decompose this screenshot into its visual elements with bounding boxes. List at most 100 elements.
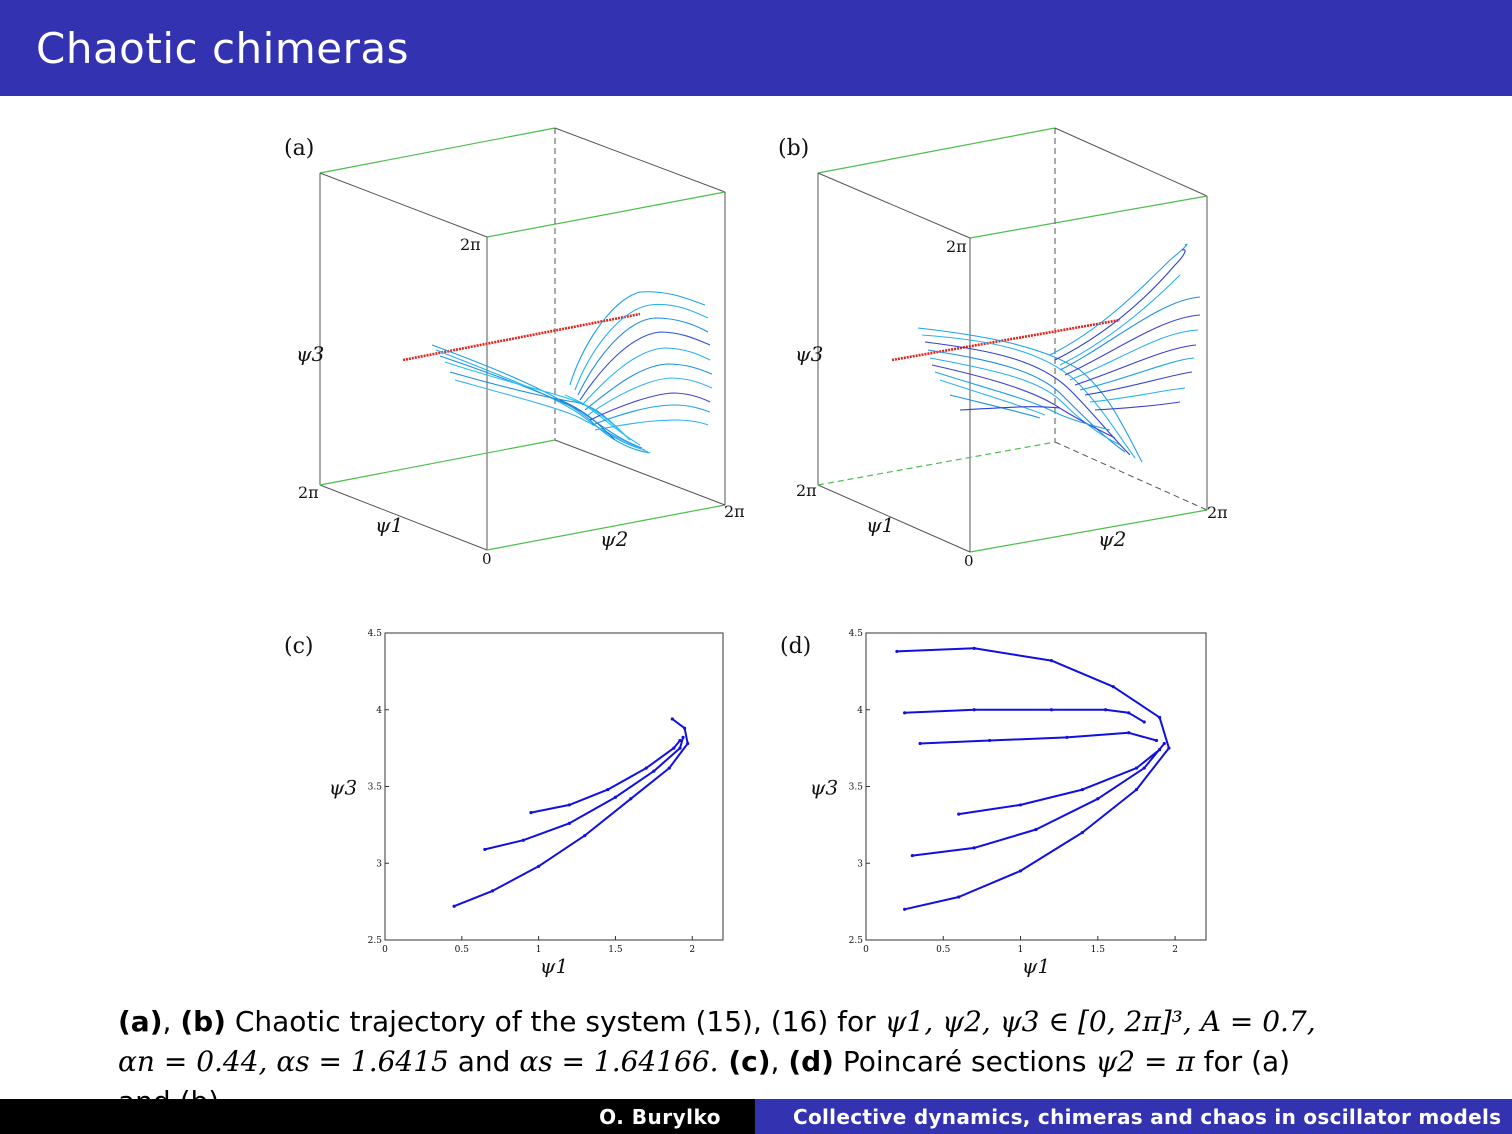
panel-a-axis-psi2: ψ2 — [600, 527, 628, 551]
panel-a-tick-top: 2π — [460, 235, 481, 254]
caption-d-ref: (d) — [788, 1045, 834, 1078]
section-point — [1111, 685, 1115, 689]
panel-b-trajectory — [891, 243, 1201, 463]
section-point — [644, 766, 648, 770]
section-point — [1127, 731, 1131, 735]
section-curve-2 — [912, 742, 1166, 857]
section-point — [490, 889, 495, 893]
figure-3d-panels: 2π 2π 2π 0 ψ3 ψ1 ψ2 — [296, 127, 1228, 570]
panel-d-label: (d) — [780, 634, 812, 659]
section-point — [972, 646, 976, 650]
title-bar: Chaotic chimeras — [0, 0, 1512, 96]
x-axis-label: ψ1 — [1022, 954, 1050, 978]
y-axis-label: ψ3 — [810, 776, 838, 800]
section-point — [529, 810, 533, 815]
section-point — [1142, 720, 1146, 724]
section-curve-3 — [530, 739, 681, 814]
panel-b-tick-right: 2π — [1207, 503, 1228, 522]
section-point — [1127, 711, 1131, 715]
y-tick-label: 4 — [376, 706, 382, 716]
section-point — [1080, 787, 1084, 792]
x-tick-label: 1 — [536, 945, 542, 955]
y-tick-label: 4 — [857, 706, 863, 716]
section-curve-3 — [904, 708, 1145, 723]
section-point — [1049, 708, 1054, 712]
section-point — [1158, 715, 1162, 720]
section-curve-4 — [920, 731, 1157, 745]
section-point — [1034, 827, 1038, 832]
section-point — [652, 769, 656, 773]
section-point — [1018, 803, 1023, 807]
y-tick-label: 2.5 — [849, 936, 864, 946]
section-point — [1103, 708, 1108, 712]
section-point — [1154, 738, 1159, 743]
section-point — [667, 766, 671, 770]
chart-d: 0 0.5 1 1.5 2 2.5 3 3.5 4 4.5 ψ1 ψ3 — [810, 629, 1207, 978]
section-point — [1158, 748, 1162, 752]
section-point — [1018, 869, 1023, 873]
section-curve-5 — [958, 748, 1161, 816]
caption-a-ref: (a) — [118, 1005, 163, 1038]
caption-and: and — [448, 1045, 520, 1078]
y-tick-label: 4.5 — [849, 629, 864, 639]
section-point — [1167, 746, 1171, 750]
section-point — [903, 711, 907, 715]
caption-b-ref: (b) — [180, 1005, 226, 1038]
section-point — [918, 741, 922, 746]
panel-b-axis-psi1: ψ1 — [866, 513, 894, 537]
caption-math-3: αs = 1.64166. — [519, 1045, 719, 1078]
panel-b-tick-left: 2π — [796, 481, 817, 500]
section-point — [567, 821, 571, 825]
section-point — [1096, 797, 1100, 801]
caption-line-1: (a), (b) Chaotic trajectory of the syste… — [118, 1002, 1408, 1042]
panel-a-axis-psi1: ψ1 — [375, 513, 403, 537]
section-point — [1162, 741, 1166, 746]
y-tick-label: 4.5 — [368, 629, 383, 639]
panel-a-tick-right: 2π — [724, 502, 745, 521]
section-point — [613, 795, 618, 799]
caption-sep-1: , — [162, 1005, 181, 1038]
x-tick-label: 2 — [1172, 945, 1178, 955]
x-tick-label: 0 — [382, 945, 388, 955]
figure-caption: (a), (b) Chaotic trajectory of the syste… — [118, 1002, 1408, 1122]
section-curve-2 — [484, 737, 685, 851]
poincare-charts: 0 0.5 1 1.5 2 2.5 3 3.5 4 4.5 ψ1 ψ3 0 0.5 1 1.5 2 2.5 3 3.… — [329, 629, 1207, 978]
y-tick-label: 3.5 — [849, 783, 864, 793]
section-point — [682, 726, 687, 730]
panel-c-label: (c) — [284, 634, 314, 659]
caption-math-2: αn = 0.44, αs = 1.6415 — [118, 1045, 449, 1078]
section-point — [670, 717, 674, 721]
section-point — [583, 834, 587, 838]
footer-talk-title: Collective dynamics, chimeras and chaos … — [793, 1105, 1502, 1129]
y-axis-label: ψ3 — [329, 776, 357, 800]
caption-text-1: Chaotic trajectory of the system (15), (… — [225, 1005, 885, 1038]
section-point — [483, 847, 487, 852]
x-tick-label: 0.5 — [455, 945, 470, 955]
section-point — [681, 735, 685, 739]
section-point — [678, 738, 682, 743]
panel-b-label: (b) — [778, 136, 810, 161]
footer-right: Collective dynamics, chimeras and chaos … — [755, 1099, 1512, 1134]
y-tick-label: 2.5 — [368, 936, 383, 946]
panel-a-box — [319, 127, 726, 551]
caption-text-2: Poincaré sections — [833, 1045, 1096, 1078]
panel-a-trajectory — [402, 291, 713, 454]
panel-b-axis-psi3: ψ3 — [795, 342, 823, 366]
caption-math-4: ψ2 = π — [1095, 1045, 1195, 1078]
section-point — [972, 846, 976, 850]
section-point — [521, 838, 525, 842]
x-tick-label: 0 — [863, 945, 869, 955]
section-point — [957, 812, 961, 816]
caption-tail: for (a) — [1194, 1045, 1291, 1078]
section-point — [1080, 830, 1084, 835]
x-axis-label: ψ1 — [540, 954, 568, 978]
section-curve-1 — [453, 718, 689, 908]
panel-a-tick-left: 2π — [298, 483, 319, 502]
section-point — [452, 904, 456, 908]
y-tick-label: 3.5 — [368, 783, 383, 793]
panel-b-axis-psi2: ψ2 — [1098, 527, 1126, 551]
section-point — [678, 746, 682, 750]
x-tick-label: 1.5 — [1091, 945, 1106, 955]
caption-line-2: αn = 0.44, αs = 1.6415 and αs = 1.64166.… — [118, 1042, 1408, 1082]
section-point — [567, 803, 571, 807]
